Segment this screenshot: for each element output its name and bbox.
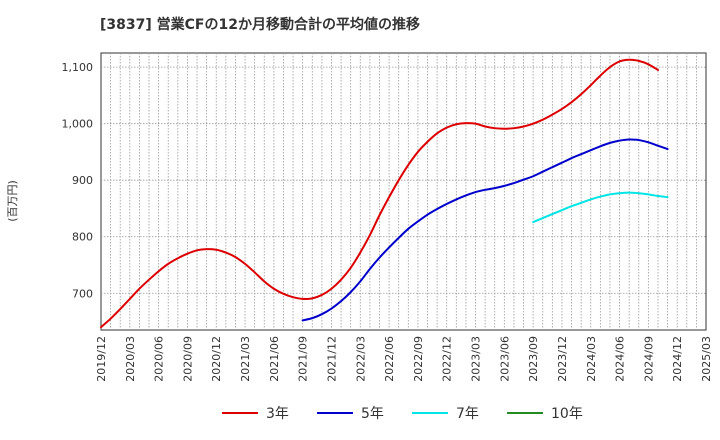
plot-area: [100, 52, 707, 331]
legend-label-3: 7年: [456, 406, 479, 422]
series-line-1: [100, 58, 659, 329]
x-tick-label: 2024/03: [585, 336, 598, 382]
x-tick-label: 2022/12: [441, 336, 454, 382]
x-tick-label: 2021/09: [297, 336, 310, 382]
y-tick-label: 800: [72, 231, 93, 244]
legend-label-4: 10年: [551, 406, 583, 422]
legend: 3年 5年 7年 10年: [222, 406, 583, 422]
x-tick-label: 2022/09: [412, 336, 425, 382]
x-tick-label: 2025/03: [700, 336, 713, 382]
x-tick-label: 2023/03: [470, 336, 483, 382]
legend-label-2: 5年: [361, 406, 384, 422]
x-tick-label: 2024/12: [671, 336, 684, 382]
y-tick-label: 1,100: [62, 61, 94, 74]
x-tick-label: 2022/03: [354, 336, 367, 382]
series-line-3: [532, 191, 669, 224]
y-axis: 700 800 900 1,000 1,100: [62, 61, 94, 300]
x-tick-label: 2021/06: [268, 336, 281, 382]
x-tick-label: 2023/06: [498, 336, 511, 382]
x-tick-label: 2020/03: [124, 336, 137, 382]
x-tick-label: 2020/12: [210, 336, 223, 382]
grid-layer: [101, 53, 706, 330]
x-tick-label: 2021/03: [239, 336, 252, 382]
chart-title: [3837] 営業CFの12か月移動合計の平均値の推移: [100, 17, 420, 33]
x-tick-label: 2023/12: [556, 336, 569, 382]
x-tick-label: 2020/06: [153, 336, 166, 382]
series-layer: [100, 58, 669, 329]
x-axis: 2019/12 2020/03 2020/06 2020/09 2020/12 2021/…: [95, 336, 713, 382]
x-tick-label: 2022/06: [383, 336, 396, 382]
x-tick-label: 2020/09: [181, 336, 194, 382]
y-axis-title: (百万円): [6, 180, 19, 222]
series-line-2: [301, 138, 669, 322]
y-tick-label: 1,000: [62, 118, 94, 131]
x-tick-label: 2023/09: [527, 336, 540, 382]
x-tick-label: 2024/09: [642, 336, 655, 382]
legend-label-1: 3年: [266, 406, 289, 422]
y-tick-label: 700: [72, 287, 93, 300]
x-tick-label: 2019/12: [95, 336, 108, 382]
y-tick-label: 900: [72, 174, 93, 187]
x-tick-label: 2021/12: [325, 336, 338, 382]
x-tick-label: 2024/06: [614, 336, 627, 382]
